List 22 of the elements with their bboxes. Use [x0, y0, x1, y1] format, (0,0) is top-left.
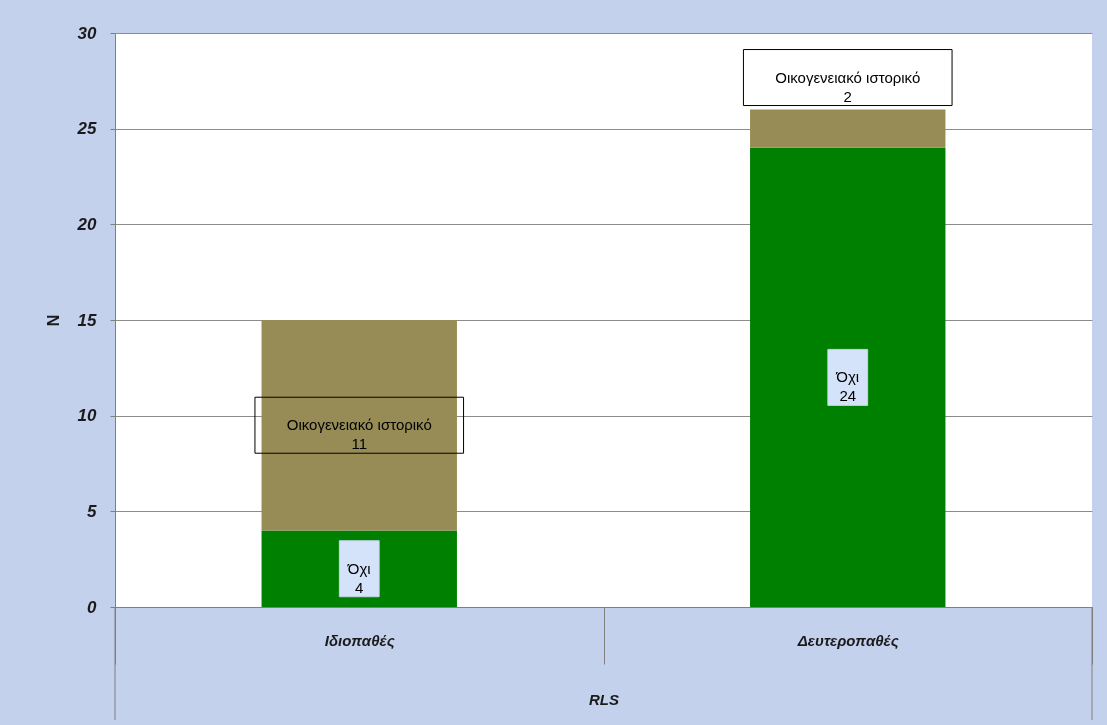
y-tick-label: 15: [77, 310, 98, 330]
y-tick-label: 25: [76, 119, 98, 139]
x-tick-label: Δευτεροπαθές: [796, 631, 899, 649]
x-tick-label: Ιδιοπαθές: [324, 631, 395, 649]
text: Οικογενειακό ιστορικό: [286, 416, 432, 434]
series-label: Όχι: [346, 559, 371, 577]
y-tick-label: 10: [77, 406, 98, 426]
data-label: 11: [351, 435, 368, 453]
y-tick-label: 5: [87, 501, 98, 521]
bar: [261, 320, 457, 531]
bar: [750, 109, 946, 148]
y-tick-label: 0: [87, 597, 98, 617]
x-axis-title: RLS: [589, 691, 619, 708]
text: Όχι: [836, 368, 860, 386]
data-label: 4: [355, 578, 364, 596]
y-axis-title: N: [44, 314, 62, 327]
data-label: 24: [839, 387, 857, 405]
y-tick-label: 30: [77, 23, 98, 43]
series-label: Οικογενειακό ιστορικό: [775, 68, 921, 86]
y-tick-label: 20: [76, 214, 98, 234]
bar: [750, 147, 946, 607]
data-label: 2: [843, 87, 852, 105]
